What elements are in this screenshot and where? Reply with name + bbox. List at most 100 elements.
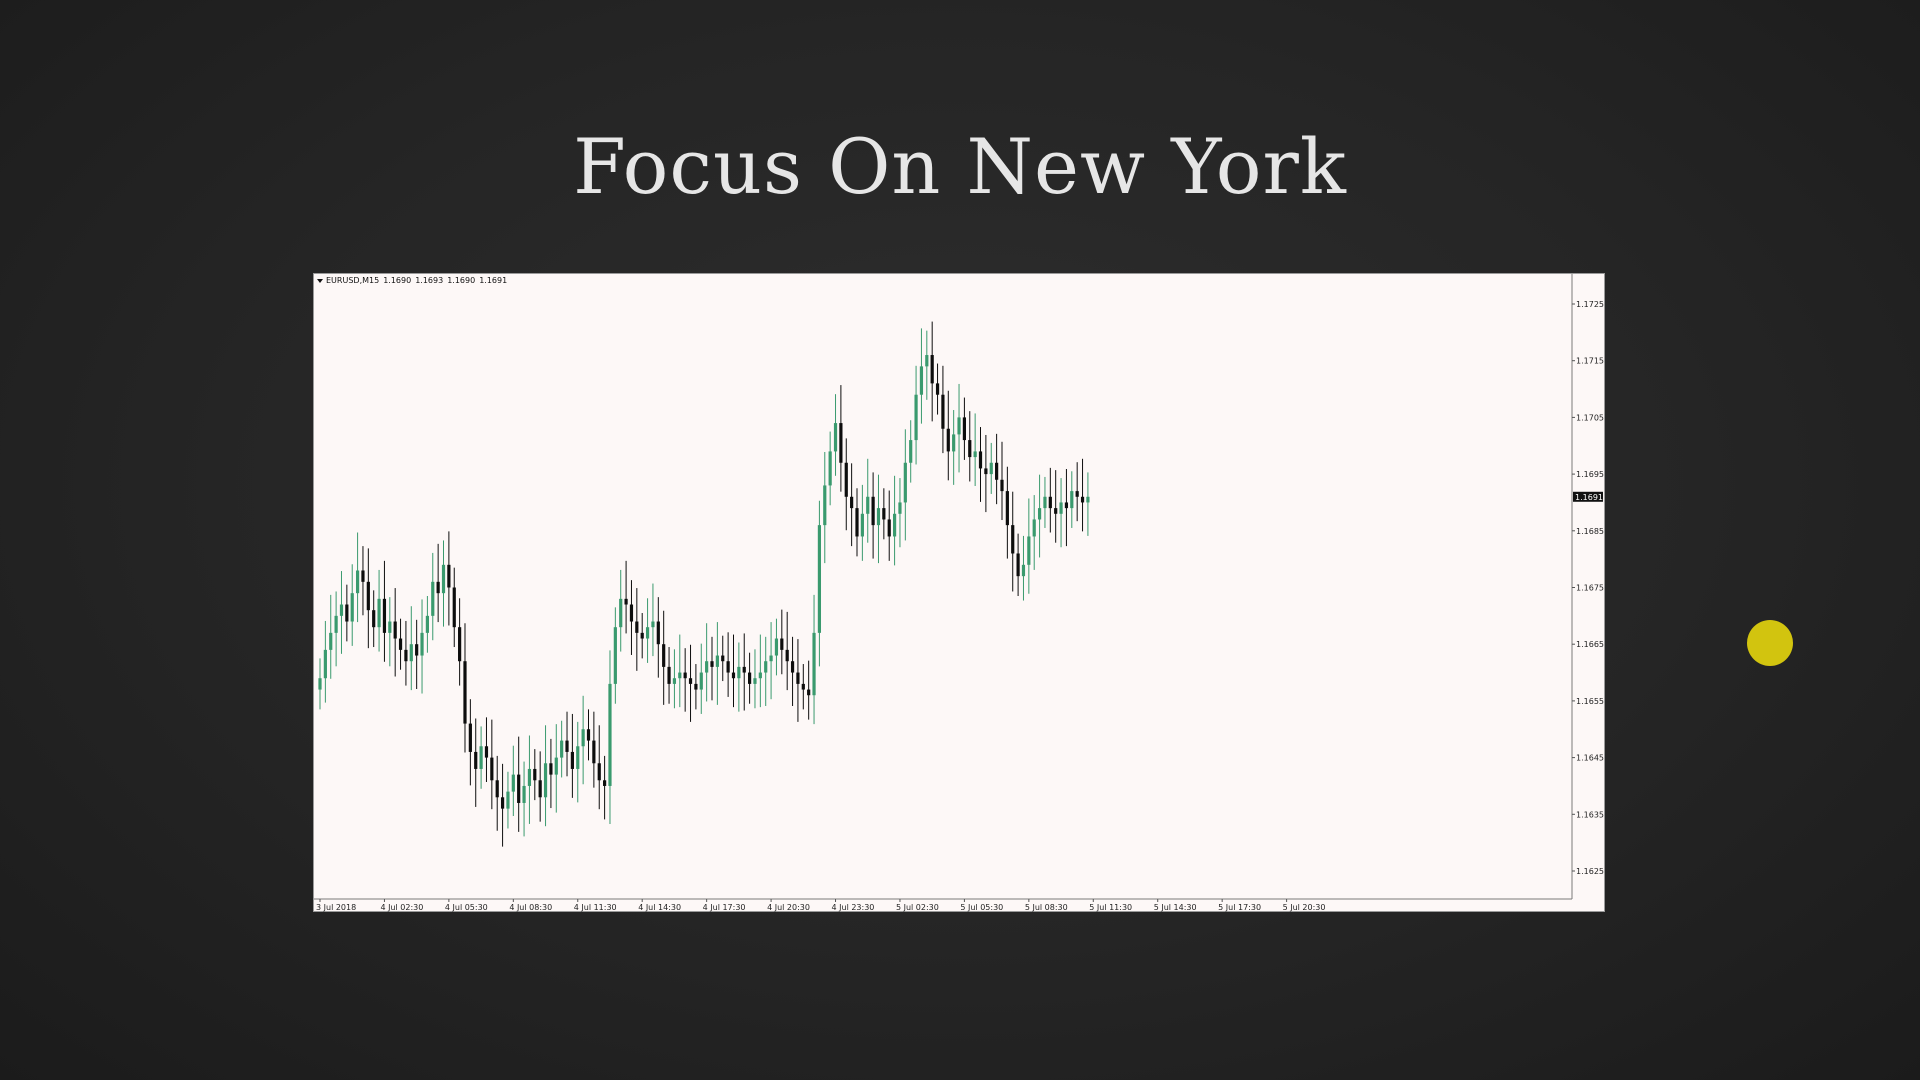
candle-body-bear (533, 768, 537, 781)
cursor-highlight-icon (1747, 620, 1793, 666)
candle-body-bull (737, 666, 741, 679)
candle-body-bear (807, 689, 811, 696)
candle-body-bull (334, 615, 338, 633)
candle-body-bear (946, 428, 950, 452)
candle-body-bull (511, 774, 515, 792)
candle-body-bear (549, 763, 553, 775)
y-tick-label: 1.1635 (1576, 810, 1604, 819)
candle-body-bull (613, 627, 617, 684)
candle-body-bear (398, 638, 403, 650)
candle-body-bull (645, 627, 650, 639)
candlestick-chart-svg[interactable]: 1.1725 1.1715 1.1705 1.1695 1.1685 1.1675 1.16… (314, 274, 1606, 913)
candle-body-bull (672, 678, 677, 684)
candle-body-bull (753, 678, 757, 684)
candle-body-bull (903, 462, 907, 503)
candle-body-bull (898, 502, 902, 514)
candle-body-bear (640, 632, 644, 639)
candle-body-bear (662, 644, 666, 667)
candle-body-bear (404, 649, 408, 662)
candle-body-bear (463, 661, 467, 724)
candle-body-bull (522, 785, 526, 803)
candle-body-bull (350, 593, 354, 622)
candle-body-bull (758, 672, 762, 679)
candle-body-bear (882, 508, 886, 520)
candle-body-bull (1037, 508, 1042, 520)
candle-body-bear (656, 621, 660, 645)
x-tick-label: 5 Jul 11:30 (1089, 903, 1132, 912)
candle-body-bull (581, 729, 585, 747)
candle-body-bull (957, 417, 961, 435)
candle-body-bull (420, 632, 424, 656)
candle-body-bear (361, 570, 365, 582)
y-tick-label: 1.1705 (1576, 413, 1604, 422)
y-tick-label: 1.1625 (1576, 867, 1604, 876)
candle-body-bear (495, 780, 499, 798)
candle-body-bull (812, 632, 816, 696)
candle-body-bull (774, 638, 779, 656)
candle-body-bear (726, 661, 730, 673)
candle-body-bull (425, 615, 429, 633)
y-tick-label: 1.1725 (1576, 300, 1604, 309)
candle-body-bear (490, 757, 494, 781)
candle-body-bull (1070, 491, 1074, 509)
candle-body-bear (517, 774, 521, 803)
collapse-triangle-icon[interactable] (317, 278, 323, 283)
x-tick-label: 3 Jul 2018 (316, 903, 356, 912)
candle-body-bull (543, 763, 548, 798)
candle-body-bear (968, 440, 972, 458)
candle-body-bull (769, 655, 773, 662)
candle-body-bull (479, 746, 483, 769)
candle-body-bear (1005, 491, 1009, 526)
current-price-box (1573, 491, 1603, 502)
candle-body-bull (1021, 564, 1026, 577)
candle-body-bear (458, 627, 462, 662)
candle-body-bull (860, 513, 864, 537)
candle-body-bear (731, 672, 736, 679)
candle-body-bull (699, 672, 703, 690)
candle-body-bear (436, 581, 440, 594)
symbol-label: EURUSD,M15 (326, 276, 380, 285)
candle-body-bull (651, 621, 655, 628)
candle-body-bear (474, 751, 478, 769)
current-price-label: 1.1691 (1575, 493, 1603, 502)
candle-body-bear (1054, 508, 1058, 514)
candle-body-bull (388, 621, 392, 633)
candle-body-bull (989, 462, 993, 475)
candle-body-bull (608, 683, 612, 786)
ohlc-open: 1.1690 (383, 276, 412, 285)
candle-body-bull (560, 740, 564, 758)
candle-body-bear (500, 797, 505, 809)
candle-body-bear (635, 621, 639, 633)
y-tick-label: 1.1685 (1576, 527, 1604, 536)
candle-body-bull (1027, 536, 1031, 565)
x-tick-label: 4 Jul 23:30 (832, 903, 875, 912)
candle-body-bull (619, 598, 623, 628)
candle-body-bull (323, 649, 327, 679)
candle-body-bear (962, 417, 966, 441)
candle-body-bear (565, 740, 569, 752)
candle-body-bear (785, 649, 789, 662)
x-tick-label: 4 Jul 20:30 (767, 903, 810, 912)
candle-body-bear (345, 604, 349, 622)
ohlc-low: 1.1690 (447, 276, 476, 285)
y-tick-label: 1.1655 (1576, 697, 1604, 706)
candle-body-bear (382, 598, 387, 633)
candle-body-bear (415, 644, 419, 656)
candle-body-bear (790, 661, 795, 673)
candle-body-bear (796, 672, 800, 684)
price-chart[interactable]: 1.1725 1.1715 1.1705 1.1695 1.1685 1.1675 1.16… (313, 273, 1605, 912)
candle-body-bear (1075, 491, 1079, 497)
candle-body-bull (441, 564, 446, 594)
candle-body-bear (1000, 479, 1004, 492)
candle-body-bear (393, 621, 397, 639)
ohlc-high: 1.1693 (415, 276, 444, 285)
candle-body-bull (527, 768, 532, 786)
candle-body-bull (973, 451, 977, 458)
x-tick-label: 5 Jul 17:30 (1218, 903, 1261, 912)
candle-body-bull (817, 525, 822, 633)
x-tick-label: 5 Jul 08:30 (1025, 903, 1068, 912)
y-tick-label: 1.1645 (1576, 754, 1604, 763)
candle-body-bear (780, 638, 784, 650)
candle-body-bear (930, 355, 934, 384)
candle-body-bull (909, 440, 913, 463)
